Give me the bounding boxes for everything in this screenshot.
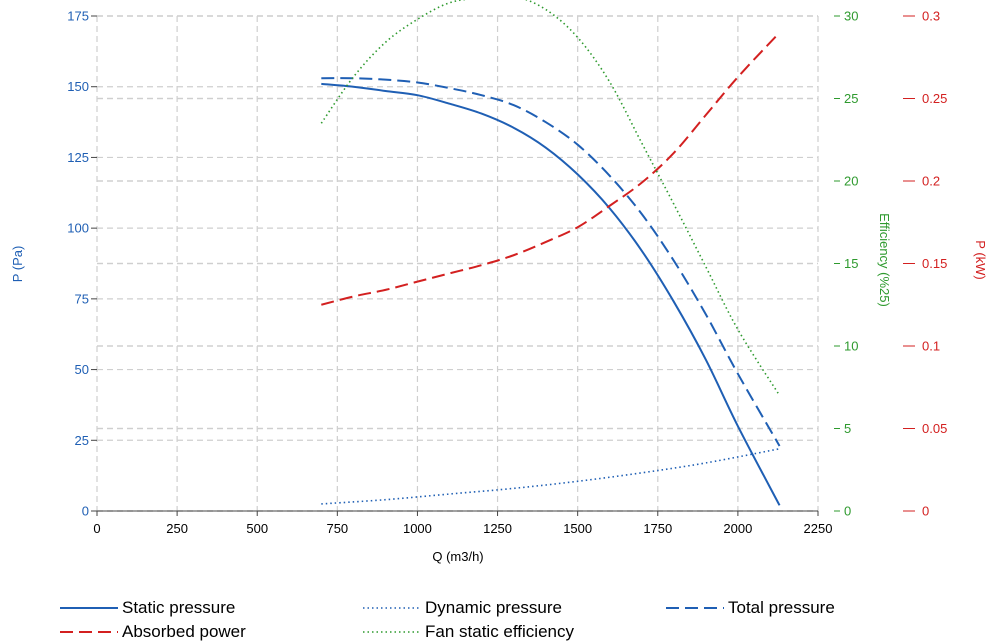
left-tick-label: 0 bbox=[82, 504, 89, 519]
x-tick-label: 1000 bbox=[403, 521, 432, 536]
eff-tick-label: 25 bbox=[844, 91, 858, 106]
left-tick-label: 125 bbox=[67, 150, 89, 165]
power-tick-label: 0.05 bbox=[922, 421, 947, 436]
x-tick-label: 2250 bbox=[804, 521, 833, 536]
power-tick-label: 0.1 bbox=[922, 339, 940, 354]
legend-item-static-pressure: Static pressure bbox=[60, 597, 235, 619]
left-tick-label: 50 bbox=[75, 362, 89, 377]
x-tick-label: 750 bbox=[326, 521, 348, 536]
x-axis-label: Q (m3/h) bbox=[432, 549, 483, 564]
power-tick-label: 0 bbox=[922, 504, 929, 519]
legend-line-fan-static-efficiency bbox=[363, 631, 421, 633]
eff-tick-label: 20 bbox=[844, 174, 858, 189]
series-lines bbox=[320, 0, 781, 506]
power-tick-label: 0.3 bbox=[922, 9, 940, 24]
legend-label-static-pressure: Static pressure bbox=[122, 598, 236, 617]
legend-line-dynamic-pressure bbox=[363, 607, 421, 609]
legend: Static pressure Dynamic pressure Total p… bbox=[0, 595, 989, 643]
power-tick-label: 0.25 bbox=[922, 91, 947, 106]
chart-svg: 0 250 500 750 1000 1250 1500 1750 2000 2250025507… bbox=[10, 0, 988, 564]
series-dynamic-pressure bbox=[321, 447, 780, 505]
axes: 0 250 500 750 1000 1250 1500 1750 2000 2250025507… bbox=[67, 9, 947, 537]
power-tick-label: 0.15 bbox=[922, 256, 947, 271]
eff-tick-label: 10 bbox=[844, 339, 858, 354]
efficiency-axis-label: Efficiency (%25) bbox=[877, 213, 892, 307]
legend-line-static-pressure bbox=[60, 607, 118, 609]
series-total-pressure bbox=[321, 77, 781, 447]
left-axis-label: P (Pa) bbox=[10, 246, 25, 283]
series-absorbed-power bbox=[321, 31, 781, 306]
left-tick-label: 75 bbox=[75, 291, 89, 306]
eff-tick-label: 0 bbox=[844, 504, 851, 519]
legend-item-dynamic-pressure: Dynamic pressure bbox=[363, 597, 562, 619]
legend-label-total-pressure: Total pressure bbox=[728, 598, 835, 617]
x-tick-label: 1750 bbox=[643, 521, 672, 536]
eff-tick-label: 5 bbox=[844, 421, 851, 436]
x-tick-label: 250 bbox=[166, 521, 188, 536]
left-tick-label: 150 bbox=[67, 79, 89, 94]
legend-item-absorbed-power: Absorbed power bbox=[60, 621, 246, 643]
legend-item-fan-static-efficiency: Fan static efficiency bbox=[363, 621, 574, 643]
legend-line-absorbed-power bbox=[60, 631, 118, 633]
series-static-pressure bbox=[321, 82, 781, 506]
left-tick-label: 25 bbox=[75, 433, 89, 448]
x-tick-label: 1250 bbox=[483, 521, 512, 536]
legend-label-absorbed-power: Absorbed power bbox=[122, 622, 246, 641]
x-tick-label: 1500 bbox=[563, 521, 592, 536]
series-fan-static-efficiency bbox=[320, 0, 781, 396]
legend-label-fan-static-efficiency: Fan static efficiency bbox=[425, 622, 574, 641]
eff-tick-label: 30 bbox=[844, 9, 858, 24]
power-axis-label: P (kW) bbox=[973, 240, 988, 279]
power-tick-label: 0.2 bbox=[922, 174, 940, 189]
legend-item-total-pressure: Total pressure bbox=[666, 597, 835, 619]
left-tick-label: 100 bbox=[67, 221, 89, 236]
x-tick-label: 2000 bbox=[723, 521, 752, 536]
x-tick-label: 0 bbox=[93, 521, 100, 536]
left-tick-label: 175 bbox=[67, 9, 89, 24]
legend-line-total-pressure bbox=[666, 607, 724, 609]
x-tick-label: 500 bbox=[246, 521, 268, 536]
eff-tick-label: 15 bbox=[844, 256, 858, 271]
legend-label-dynamic-pressure: Dynamic pressure bbox=[425, 598, 562, 617]
